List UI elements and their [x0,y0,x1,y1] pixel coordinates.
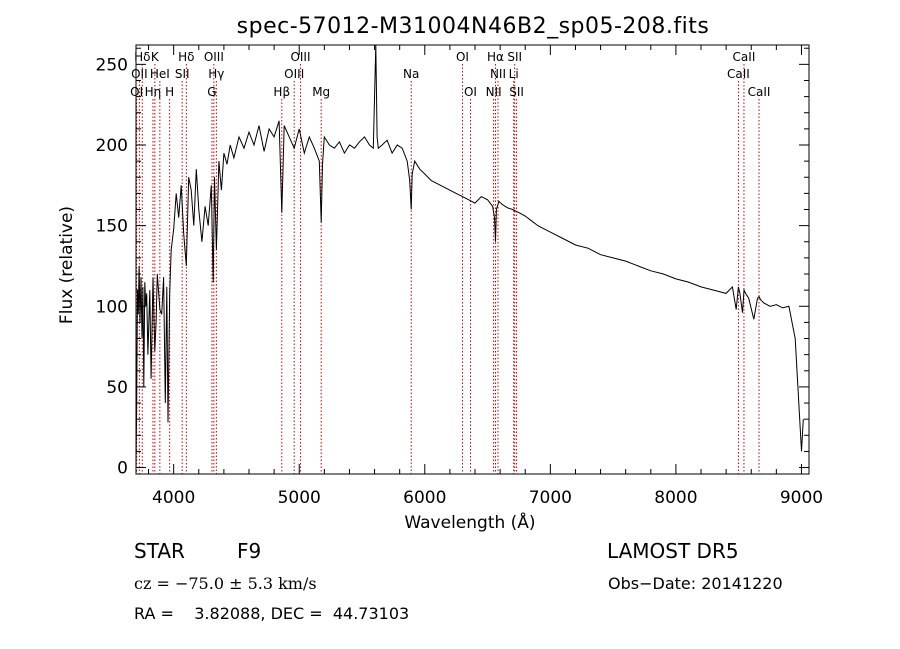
marker-label: G [207,85,216,99]
marker-label: OIII [290,50,310,64]
x-axis: 4000 5000 6000 7000 8000 9000 [148,45,823,508]
marker-label: Hβ [273,85,290,99]
y-tick-label: 100 [96,297,128,317]
marker-label: OIII [204,50,224,64]
marker-label: Hδ [134,50,150,64]
y-tick-label: 200 [96,136,128,156]
x-tick-label: 4000 [152,488,195,508]
marker-label: SII [175,67,190,81]
emission-line-markers [136,64,760,474]
coordinates-text: RA = 3.82088, DEC = 44.73103 [134,604,409,623]
survey-name: LAMOST DR5 [607,539,739,563]
marker-label: CaII [733,50,756,64]
x-tick-label: 8000 [654,488,697,508]
object-class: STAR [134,539,185,563]
marker-label: Hα [487,50,504,64]
marker-label: Hγ [208,67,224,81]
chart-title: spec-57012-M31004N46B2_sp05-208.fits [237,14,710,39]
marker-label: NII [490,67,506,81]
observation-date: Obs−Date: 20141220 [608,574,783,593]
object-subclass: F9 [237,539,261,563]
y-axis-label: Flux (relative) [57,206,77,324]
redshift-text: cz = −75.0 ± 5.3 km/s [134,574,317,593]
marker-label: OI [456,50,469,64]
x-tick-label: 6000 [403,488,446,508]
x-tick-label: 7000 [529,488,572,508]
marker-label: NII [486,85,502,99]
marker-label: HeI [150,67,170,81]
marker-label: Hδ [178,50,194,64]
y-tick-label: 150 [96,217,128,237]
spectrum-line [135,44,804,465]
y-axis: 0 50 100 150 200 250 [96,47,809,479]
marker-label: Hη [145,85,162,99]
y-tick-label: 250 [96,55,128,75]
x-axis-label: Wavelength (Å) [404,511,535,533]
x-tick-label: 9000 [780,488,823,508]
marker-label: K [151,50,160,64]
marker-label: Mg [312,85,330,99]
marker-label: OI [464,85,477,99]
marker-label: OII [131,67,148,81]
y-tick-label: 50 [106,378,128,398]
marker-label: H [165,85,174,99]
plot-frame [135,44,810,475]
marker-label: OI [130,85,143,99]
x-tick-label: 5000 [278,488,321,508]
marker-label: Na [403,67,419,81]
marker-label: Li [509,67,519,81]
marker-label: SII [507,50,522,64]
marker-label: SII [509,85,524,99]
marker-label: CaII [748,85,771,99]
marker-label: CaII [727,67,750,81]
marker-label: OIII [284,67,304,81]
y-tick-label: 0 [117,459,128,479]
